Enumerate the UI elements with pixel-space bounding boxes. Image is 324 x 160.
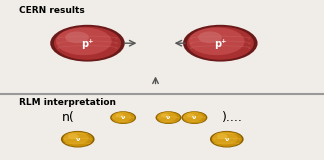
Circle shape (189, 28, 245, 55)
Circle shape (157, 112, 177, 122)
Circle shape (181, 111, 207, 124)
Circle shape (183, 112, 206, 123)
Circle shape (157, 112, 180, 123)
Circle shape (187, 113, 195, 118)
Circle shape (63, 132, 93, 147)
Circle shape (115, 113, 124, 118)
Circle shape (112, 112, 132, 122)
Circle shape (213, 132, 238, 145)
Circle shape (64, 132, 89, 145)
Text: p⁺: p⁺ (214, 39, 226, 49)
Text: ν: ν (225, 137, 229, 142)
Text: RLM interpretation: RLM interpretation (19, 98, 116, 107)
Circle shape (68, 134, 78, 139)
Text: CERN results: CERN results (19, 6, 85, 15)
Circle shape (161, 113, 169, 118)
Circle shape (156, 111, 181, 124)
Circle shape (198, 31, 222, 43)
Circle shape (212, 132, 242, 147)
Circle shape (61, 131, 95, 148)
Circle shape (183, 112, 203, 122)
Text: ν: ν (75, 137, 80, 142)
Circle shape (111, 112, 135, 123)
Circle shape (65, 31, 89, 43)
Text: n(: n( (62, 111, 75, 124)
Text: ν: ν (121, 115, 125, 120)
Circle shape (50, 25, 125, 62)
Circle shape (187, 27, 254, 60)
Text: p⁺: p⁺ (81, 39, 94, 49)
Circle shape (210, 131, 244, 148)
Circle shape (217, 134, 227, 139)
Text: )....: ).... (222, 111, 243, 124)
Text: ν: ν (166, 115, 171, 120)
Circle shape (110, 111, 136, 124)
Circle shape (183, 25, 258, 62)
Text: ν: ν (192, 115, 197, 120)
Circle shape (56, 28, 112, 55)
Circle shape (54, 27, 121, 60)
